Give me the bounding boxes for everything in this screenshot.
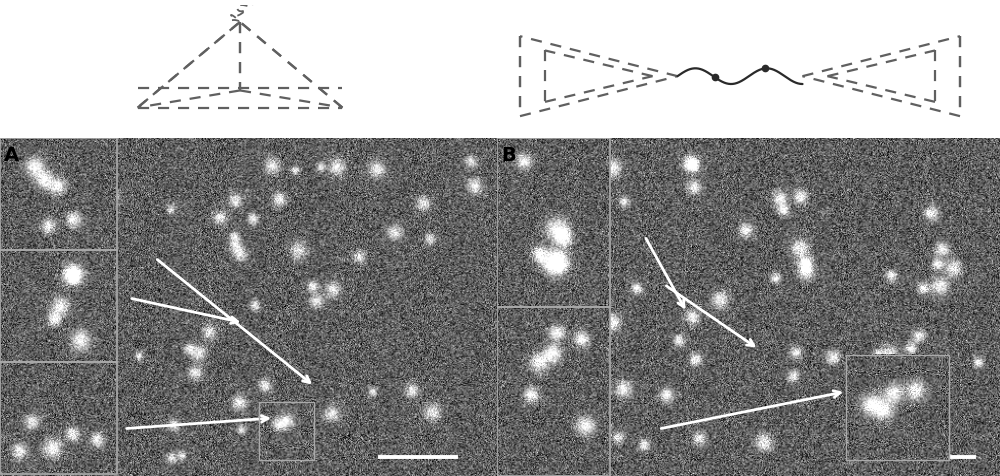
Bar xyxy=(0,250,117,362)
Text: B: B xyxy=(501,147,516,166)
Bar xyxy=(846,355,949,460)
Bar xyxy=(0,362,117,474)
Bar xyxy=(0,138,117,250)
Bar xyxy=(497,307,610,476)
Bar xyxy=(259,402,314,460)
Text: A: A xyxy=(4,147,19,166)
Bar xyxy=(497,138,610,307)
